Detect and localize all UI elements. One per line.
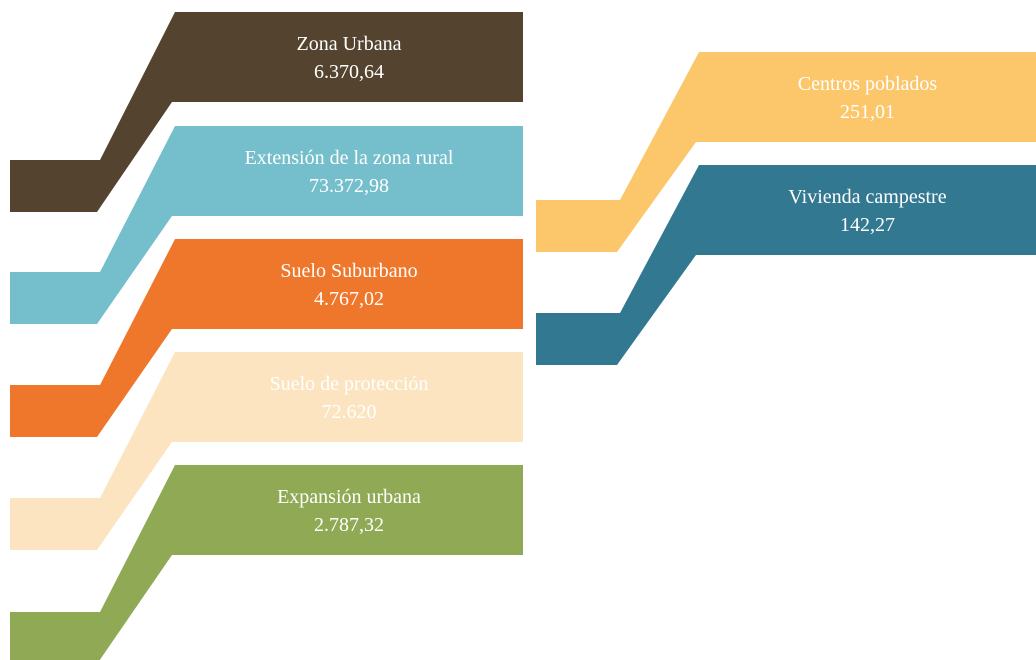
item-value: 6.370,64 [314, 61, 384, 83]
item-label: Zona Urbana [297, 33, 402, 55]
item-value: 73.372,98 [309, 175, 389, 197]
step-shape [10, 352, 523, 550]
step-shape [10, 12, 523, 212]
item-value: 142,27 [840, 214, 895, 236]
item-label: Vivienda campestre [788, 186, 946, 208]
item-label: Centros poblados [798, 73, 938, 95]
item-label: Suelo de protección [270, 373, 429, 395]
step-shape [536, 52, 1036, 252]
item-value: 251,01 [840, 101, 895, 123]
item-value: 72.620 [322, 401, 377, 423]
item-label: Expansión urbana [277, 486, 421, 508]
step-shape [10, 239, 523, 437]
step-shape [10, 465, 523, 660]
item-value: 2.787,32 [314, 514, 384, 536]
item-value: 4.767,02 [314, 288, 384, 310]
item-label: Extensión de la zona rural [245, 147, 454, 169]
item-label: Suelo Suburbano [280, 260, 417, 282]
step-shape [10, 126, 523, 324]
step-shape [536, 165, 1036, 365]
